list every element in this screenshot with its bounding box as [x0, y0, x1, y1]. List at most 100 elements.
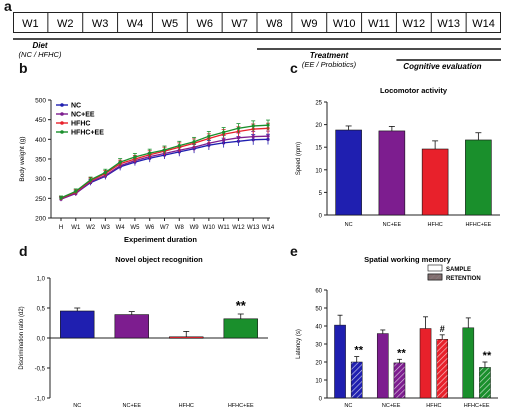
legend-label: NC+EE	[71, 112, 95, 119]
week-label: W12	[403, 18, 426, 30]
data-point	[177, 144, 181, 148]
week-label: W4	[127, 18, 144, 30]
y-tick-label: 500	[35, 98, 46, 105]
bar-sample-hfhc	[419, 328, 432, 399]
y-tick-label: 40	[315, 325, 322, 331]
legend-swatch-sample	[427, 264, 443, 272]
bar-retention-nc	[350, 361, 363, 399]
panel-label-b: b	[19, 60, 28, 76]
week-label: W14	[472, 18, 495, 30]
x-tick-label: NC	[345, 222, 353, 228]
y-tick-label: 50	[315, 307, 322, 313]
legend-marker	[60, 121, 64, 125]
bar-nc	[60, 310, 95, 339]
panel-label-c: c	[290, 60, 298, 76]
data-point	[251, 134, 255, 139]
x-tick-label: NC+EE	[382, 403, 401, 409]
data-point	[236, 126, 241, 130]
y-tick-label: 300	[35, 176, 46, 183]
legend-marker	[60, 103, 64, 107]
x-tick-label: W1	[71, 225, 81, 231]
y-tick-label: 0,5	[37, 307, 46, 313]
locomotor-chart: Locomotor activity 0 5 10 15 20 25 Speed (rpm) N…	[296, 86, 500, 228]
y-tick-label: 20	[315, 123, 322, 129]
bar-hfhc	[169, 336, 204, 339]
y-tick-label: 10	[315, 168, 322, 174]
x-tick-label: W7	[160, 225, 170, 231]
spatial-memory-chart: Spatial working memory SAMPLE RETENTION 0 10…	[296, 255, 498, 409]
y-tick-label: 25	[315, 101, 322, 107]
panel-label-e: e	[290, 243, 298, 259]
data-point	[207, 141, 211, 145]
significance-mark: **	[483, 350, 492, 362]
legend-marker	[60, 130, 64, 134]
x-tick-label: HFHC	[426, 403, 441, 409]
x-tick-label: NC+EE	[383, 222, 402, 228]
x-tick-label: W14	[262, 225, 275, 231]
data-point	[162, 148, 167, 152]
legend-swatch-retention-fill	[427, 273, 443, 281]
x-tick-label: NC	[344, 403, 352, 409]
data-point	[251, 124, 255, 128]
y-tick-label: 5	[319, 191, 323, 197]
y-tick-label: 250	[35, 196, 46, 203]
data-point	[74, 189, 78, 193]
week-label: W7	[231, 18, 248, 30]
phase-sub: (NC / HFHC)	[19, 50, 62, 59]
data-point	[222, 138, 226, 142]
y-axis-label: Body weight (g)	[19, 136, 26, 181]
data-point	[103, 170, 107, 174]
y-tick-label: 0	[319, 214, 323, 220]
week-label: W11	[368, 18, 390, 30]
week-label: W5	[162, 18, 179, 30]
x-tick-label: HFHC	[179, 403, 194, 409]
x-tick-label: NC+EE	[123, 403, 142, 409]
experiment-timeline: W1 W2 W3 W4 W5 W6 W7 W8 W9 W10 W11 W12 W13 W14 Diet(NC…	[13, 12, 501, 71]
legend-label: HFHC+EE	[71, 130, 104, 137]
x-tick-label: W10	[203, 225, 216, 231]
bar-sample-nc-ee	[376, 333, 389, 399]
panel-label-d: d	[19, 243, 28, 259]
series-line-hfhc	[60, 127, 269, 199]
legend-label: SAMPLE	[446, 267, 471, 273]
data-point	[266, 123, 270, 127]
data-point	[118, 160, 122, 164]
y-axis-label: Discrimination ratio (d2)	[19, 306, 25, 369]
data-point	[192, 140, 196, 144]
body-weight-chart: 200 250 300 350 400 450 500 Body weight (g) H W1 W…	[19, 98, 275, 245]
legend-marker	[60, 112, 64, 116]
significance-mark: **	[236, 298, 247, 313]
phase-name: Treatment	[310, 51, 349, 60]
y-tick-label: -0,5	[35, 367, 46, 373]
y-tick-label: 1,0	[37, 277, 46, 283]
x-tick-label: NC	[73, 403, 81, 409]
phase-name: Diet	[32, 41, 47, 50]
x-tick-label: W2	[86, 225, 96, 231]
week-label: W2	[57, 18, 74, 30]
x-tick-label: HFHC+EE	[464, 403, 490, 409]
y-tick-label: 20	[315, 361, 322, 367]
x-tick-label: W11	[218, 225, 231, 231]
y-tick-label: 0	[319, 397, 323, 403]
week-label: W13	[437, 18, 460, 30]
x-tick-label: W5	[130, 225, 140, 231]
data-point	[148, 151, 152, 155]
significance-mark: #	[440, 324, 445, 334]
y-tick-label: 30	[315, 343, 322, 349]
y-tick-label: 0,0	[37, 337, 46, 343]
panel-label-a: a	[4, 0, 12, 14]
x-tick-label: HFHC	[427, 222, 442, 228]
week-label: W3	[92, 18, 109, 30]
significance-mark: **	[397, 347, 406, 359]
bar-sample-hfhc-ee	[462, 327, 475, 399]
bar-hfhc-ee	[465, 139, 492, 216]
chart-title: Spatial working memory	[364, 255, 452, 264]
x-tick-label: HFHC+EE	[465, 222, 491, 228]
x-tick-label: W9	[190, 225, 200, 231]
data-point	[88, 178, 93, 182]
x-tick-label: W3	[101, 225, 111, 231]
x-tick-label: HFHC+EE	[228, 403, 254, 409]
novel-object-chart: Novel object recognition -1,0 -0,5 0,0 0,5 1,…	[19, 255, 268, 409]
data-point	[266, 134, 270, 138]
x-tick-label: W8	[175, 225, 185, 231]
